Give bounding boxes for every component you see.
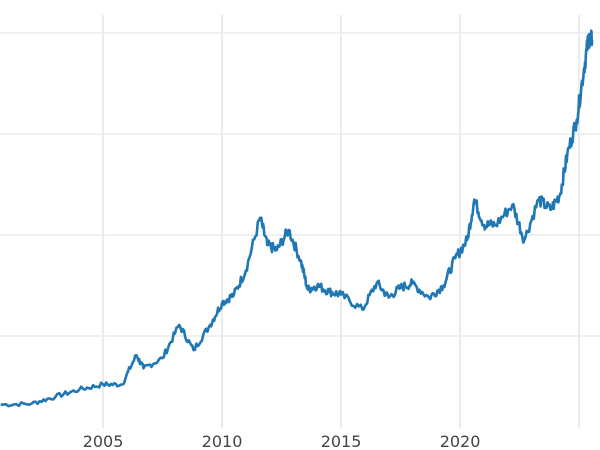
- x-tick-label: 2015: [321, 432, 362, 450]
- x-tick-label: 2010: [202, 432, 243, 450]
- x-tick-label: 2005: [83, 432, 124, 450]
- grid: [0, 15, 600, 428]
- x-tick-label: 2020: [440, 432, 481, 450]
- x-axis-ticks: 2005 2010 2015 2020: [83, 432, 481, 450]
- series-line: [0, 29, 594, 408]
